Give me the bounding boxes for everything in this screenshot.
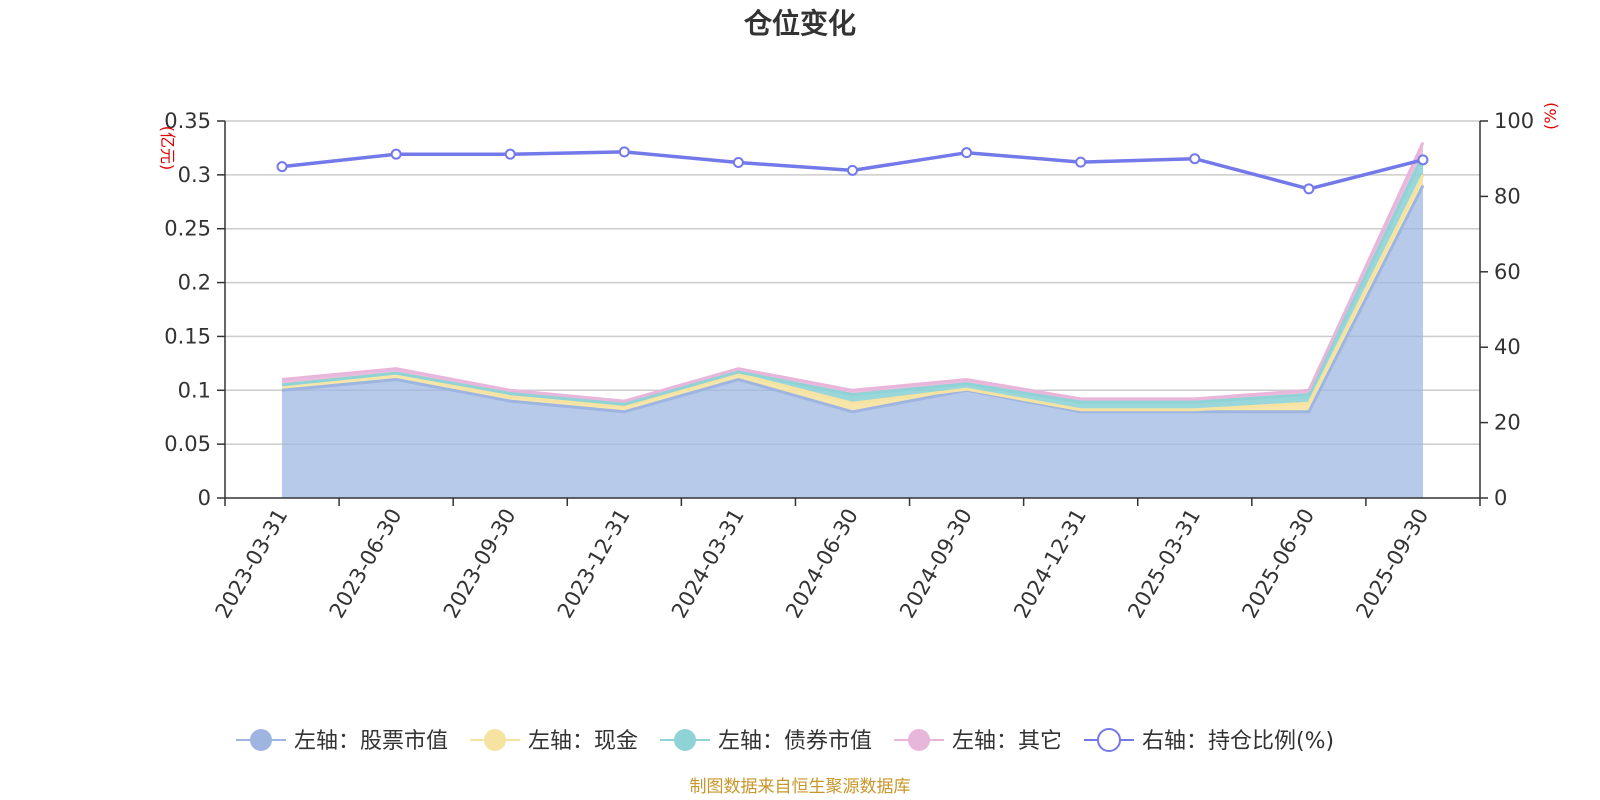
right-axis-tick-label: 100	[1494, 109, 1534, 133]
ratio-point	[1075, 156, 1087, 168]
legend-item: 右轴：持仓比例(%)	[1084, 728, 1334, 754]
x-axis-label: 2024-09-30	[895, 504, 977, 622]
legend-marker	[674, 729, 696, 751]
area-band	[282, 185, 1423, 498]
ratio-point	[1417, 154, 1429, 166]
ratio-point	[1189, 153, 1201, 165]
stacked-areas	[281, 141, 1425, 498]
x-axis-label: 2025-03-31	[1123, 505, 1205, 623]
x-axis-label: 2023-03-31	[211, 505, 293, 623]
ratio-line	[276, 146, 1429, 195]
left-axis-tick-label: 0	[198, 486, 211, 510]
area-series-line	[281, 154, 1425, 406]
x-axis-label: 2024-12-31	[1009, 505, 1091, 623]
legend: 左轴：股票市值 左轴：现金 左轴：债券市值 左轴：其它 右轴：持仓比例(%)	[236, 728, 1334, 754]
ratio-point	[504, 148, 516, 160]
right-axis-tick-label: 40	[1494, 335, 1521, 359]
legend-marker	[250, 729, 272, 751]
legend-item: 左轴：现金	[470, 729, 638, 754]
legend-item: 左轴：债券市值	[660, 729, 872, 754]
footer-source: 制图数据来自恒生聚源数据库	[690, 777, 911, 797]
chart-title: 仓位变化	[744, 7, 856, 40]
right-axis-tick-label: 0	[1494, 486, 1507, 510]
x-axis-label: 2023-12-31	[553, 505, 635, 623]
left-axis-unit: (亿元)	[158, 126, 177, 171]
x-axis-label: 2024-06-30	[781, 505, 863, 623]
legend-marker	[1097, 728, 1121, 752]
right-axis-tick-label: 20	[1494, 411, 1521, 435]
left-axis-tick-label: 0.25	[164, 217, 211, 241]
legend-label: 左轴：债券市值	[718, 729, 872, 754]
legend-marker	[484, 729, 506, 751]
ratio-point	[390, 148, 402, 160]
ratio-point	[618, 146, 630, 158]
ratio-point	[961, 147, 973, 159]
legend-label: 左轴：现金	[528, 729, 638, 754]
ratio-point	[732, 156, 744, 168]
ratio-point	[276, 161, 288, 173]
area-series-line	[281, 184, 1425, 414]
ratio-point	[1303, 183, 1315, 195]
area-series-line	[281, 141, 1425, 403]
legend-item: 左轴：股票市值	[236, 729, 448, 754]
right-axis-unit: (%)	[1541, 102, 1560, 130]
x-axis-label: 2023-06-30	[325, 505, 407, 623]
x-axis-label: 2024-03-31	[667, 505, 749, 623]
left-axis-tick-label: 0.2	[178, 271, 211, 295]
x-axis-label: 2025-06-30	[1237, 505, 1319, 623]
legend-marker	[908, 729, 930, 751]
area-band	[282, 174, 1423, 412]
left-axis-tick-label: 0.35	[164, 109, 211, 133]
right-axis-tick-label: 60	[1494, 260, 1521, 284]
area-series-line	[281, 174, 1425, 412]
ratio-point	[847, 164, 858, 176]
left-axis-tick-label: 0.1	[178, 378, 211, 402]
right-axis-tick-label: 80	[1494, 184, 1521, 208]
left-axis-tick-label: 0.15	[164, 324, 211, 348]
legend-label: 左轴：其它	[952, 729, 1062, 754]
left-axis-tick-label: 0.05	[164, 432, 211, 456]
legend-label: 左轴：股票市值	[294, 729, 448, 754]
legend-item: 左轴：其它	[894, 729, 1062, 754]
legend-label: 右轴：持仓比例(%)	[1142, 729, 1334, 754]
x-axis-label: 2023-09-30	[439, 505, 521, 623]
area-band	[282, 142, 1423, 405]
x-axis-label: 2025-09-30	[1351, 505, 1433, 623]
left-axis-tick-label: 0.3	[178, 163, 211, 187]
